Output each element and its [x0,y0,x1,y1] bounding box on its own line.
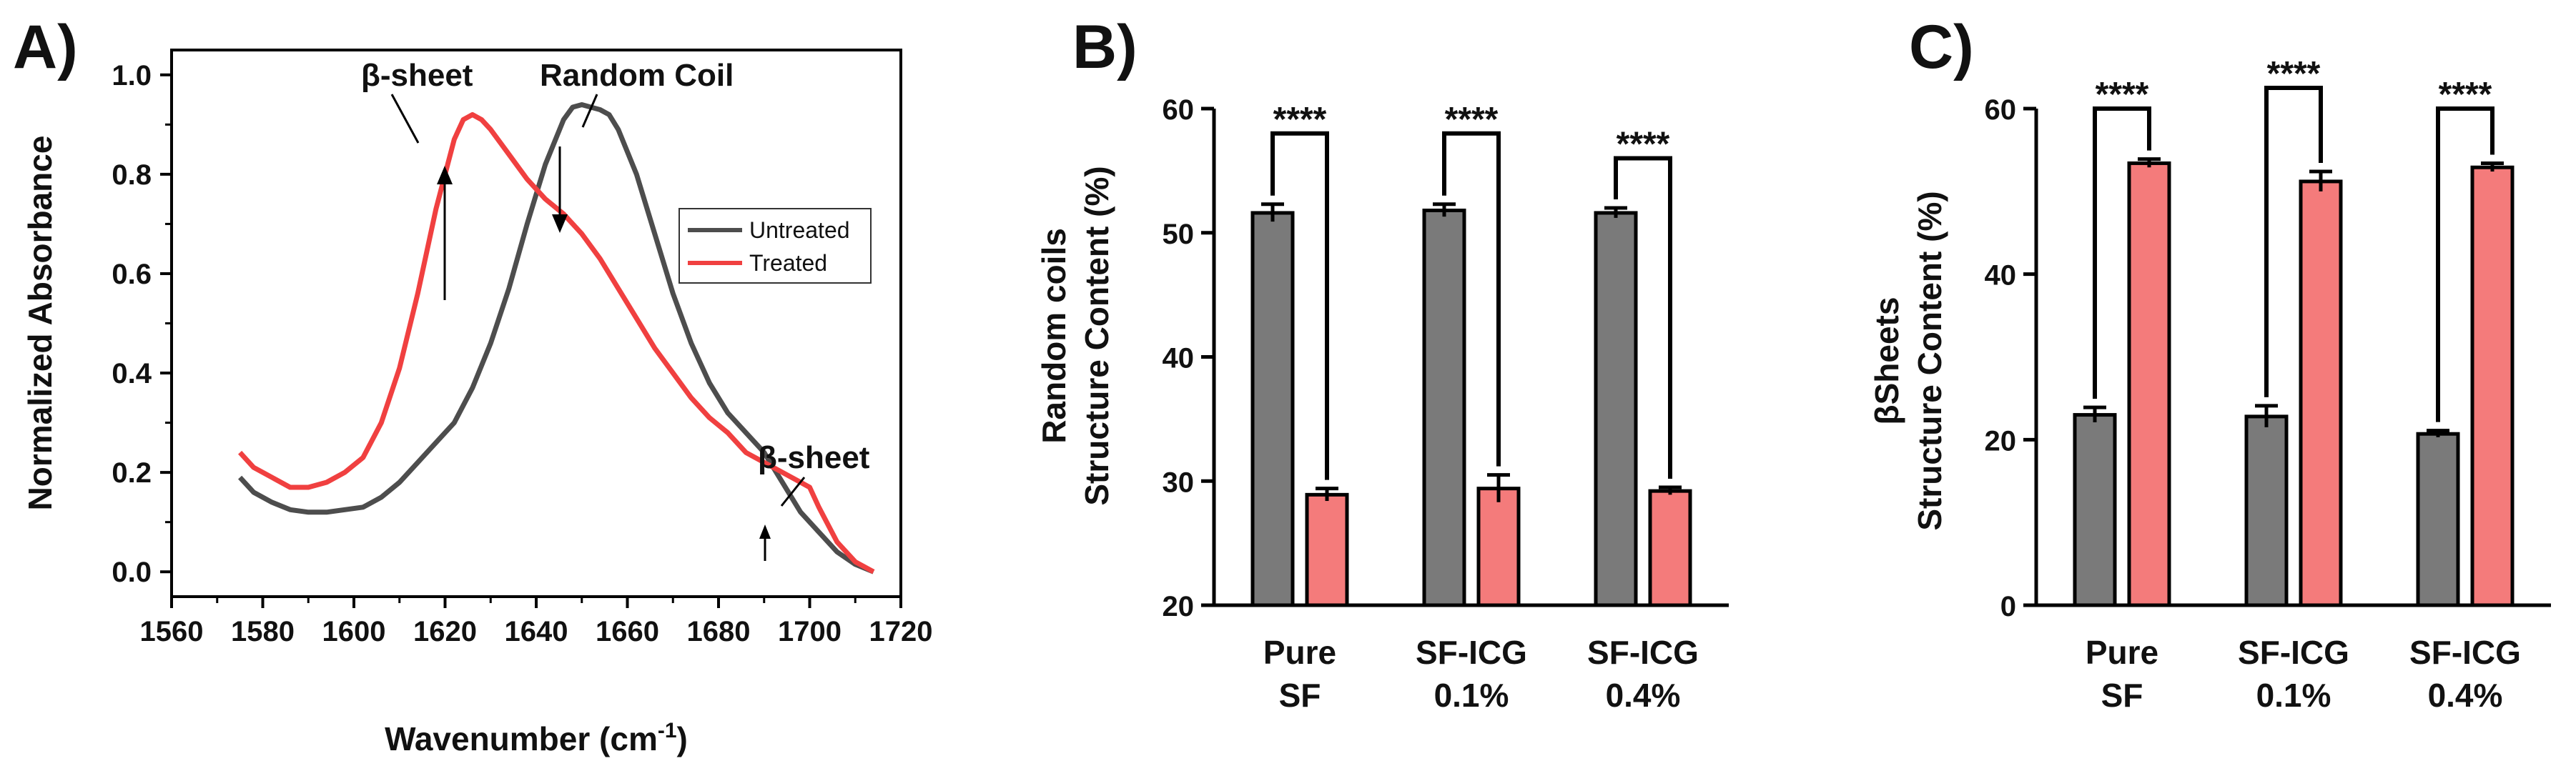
significance-stars: **** [2267,55,2321,93]
y-tick-label: 1.0 [112,60,152,91]
category-label-line1: SF-ICG [1416,634,1527,671]
significance-stars: **** [2439,76,2492,114]
y-tick-label: 0.4 [112,358,152,389]
y-tick-label: 0 [2000,591,2016,622]
bar-treated [1305,492,1349,607]
significance-bracket [2436,106,2494,422]
panel-a-y-axis-title: Normalized Absorbance [21,136,59,511]
x-tick-label: 1700 [778,616,842,647]
bar-untreated [1250,211,1295,607]
bar-untreated [1594,211,1638,607]
panel-label-c: C) [1909,13,1974,81]
bar-treated [1476,487,1521,607]
significance-bracket [1442,131,1501,467]
category-label-line1: SF-ICG [1587,634,1699,671]
panel-a-ftir-spectrum: A) 1560 1580 1600 1620 1640 1660 1680 1700 1720 0… [13,13,932,757]
panel-a-legend: Untreated Treated [678,208,872,284]
panel-c-y-axis-title-line2: Structure Content (%) [1911,191,1948,530]
significance-bracket [1270,131,1329,480]
significance-stars: **** [1617,126,1670,164]
y-tick-label: 0.0 [112,557,152,588]
x-tick-label: 1560 [140,616,204,647]
panel-a-series [238,102,875,574]
y-tick-label: 0.2 [112,457,152,489]
beta-sheet-annotation-right: β-sheet [758,440,870,475]
panel-label-a: A) [13,13,78,81]
panel-c-y-axis-title-line1: βSheets [1868,297,1905,425]
bar-untreated [2073,413,2117,607]
panel-a-axes-frame [170,49,902,598]
significance-bracket [2093,106,2151,399]
x-tick-label: 1720 [869,616,933,647]
x-tick-label: 1640 [505,616,568,647]
beta-sheet-pointer-right [780,477,806,507]
y-tick-label: 20 [1163,591,1195,622]
beta-sheet-annotation-top: β-sheet [361,58,473,93]
bar-untreated [1422,208,1466,607]
y-tick-label: 20 [1985,425,2017,457]
category-label-line2: SF [2101,677,2143,714]
category-label-line1: SF-ICG [2238,634,2349,671]
treated-increase-arrow [437,166,453,300]
y-tick-label: 30 [1163,467,1195,498]
significance-stars: **** [1273,101,1327,139]
panel-c-beta-sheet-bars: C) βSheets Structure Content (%) 0 20 40 60… [1868,13,2551,714]
random-coil-annotation: Random Coil [540,58,734,93]
panel-a-x-axis-title: Wavenumber (cm-1) [385,719,688,757]
x-tick-label: 1620 [413,616,477,647]
x-tick-label: 1680 [687,616,751,647]
panel-b-y-axis-title-line2: Structure Content (%) [1078,166,1115,505]
random-coil-pointer [581,94,598,128]
y-tick-label: 50 [1163,219,1195,250]
panel-b-y-axis-title-line1: Random coils [1035,228,1072,444]
significance-stars: **** [2096,76,2149,114]
bar-treated [2470,165,2515,607]
significance-bracket [2264,86,2323,397]
coil-decrease-arrow [552,146,568,233]
legend-box [678,208,872,284]
bar-treated [2299,179,2343,607]
panel-label-b: B) [1072,13,1138,81]
y-tick-label: 0.6 [112,259,152,290]
beta-sheet-pointer-top [390,94,420,144]
category-label-line2: 0.1% [1434,677,1509,714]
y-tick-label: 60 [1163,94,1195,126]
legend-treated-label: Treated [749,250,827,276]
significance-stars: **** [1445,101,1499,139]
series-line-treated [238,111,875,574]
bar-untreated [2244,414,2289,607]
x-tick-label: 1660 [596,616,659,647]
significance-bracket [1614,156,1672,479]
bar-treated [1648,489,1692,607]
x-tick-label: 1580 [231,616,295,647]
category-label-line1: Pure [2086,634,2158,671]
y-tick-label: 40 [1163,343,1195,374]
category-label-line1: SF-ICG [2409,634,2521,671]
series-line-untreated [238,102,875,574]
category-label-line2: SF [1279,677,1321,714]
y-tick-label: 40 [1985,260,2017,292]
beta-right-increase-arrow [759,524,771,561]
y-tick-label: 0.8 [112,159,152,191]
panel-b-random-coil-bars: B) Random coils Structure Content (%) 20… [1035,13,1729,714]
category-label-line2: 0.4% [2428,677,2503,714]
y-tick-label: 60 [1985,94,2017,126]
category-label-line2: 0.1% [2256,677,2331,714]
bar-treated [2127,161,2171,607]
category-label-line1: Pure [1263,634,1336,671]
bar-untreated [2416,432,2460,607]
x-tick-label: 1600 [322,616,386,647]
category-label-line2: 0.4% [1606,677,1681,714]
legend-untreated-label: Untreated [749,217,850,243]
